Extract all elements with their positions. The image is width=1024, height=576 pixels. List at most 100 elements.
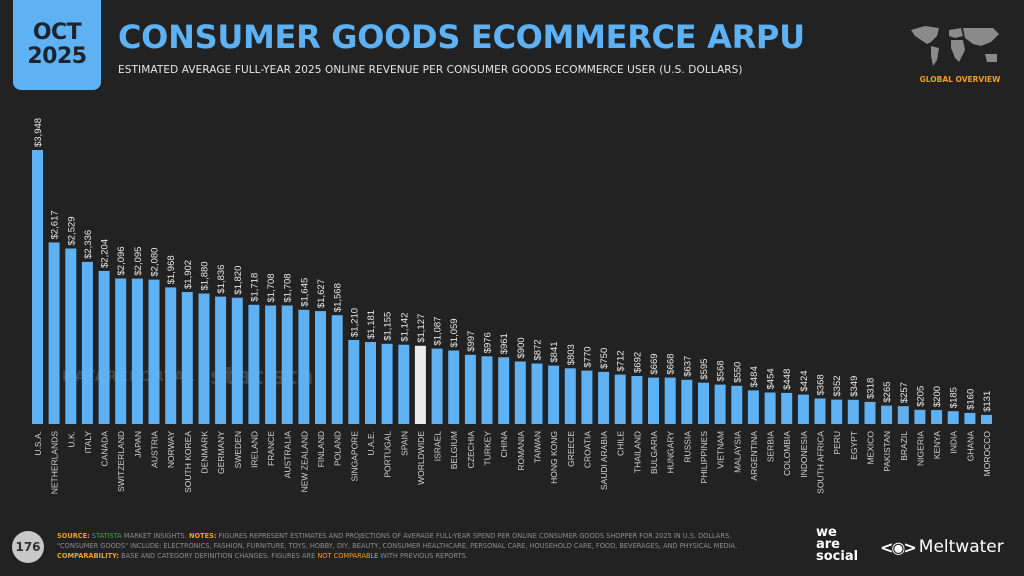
value-label: $349 bbox=[849, 376, 860, 397]
category-label: POLAND bbox=[333, 431, 343, 466]
bar-kenya bbox=[931, 410, 943, 424]
bar-chart: $3,948 U.S.A. $2,617 NETHERLANDS $2,529 U.K. $… bbox=[32, 118, 993, 494]
footer-line-1: SOURCE: STATISTA MARKET INSIGHTS. NOTES:… bbox=[57, 532, 732, 540]
bar-czechia bbox=[464, 354, 476, 424]
category-label: VIETNAM bbox=[716, 431, 726, 469]
value-label: $205 bbox=[915, 386, 926, 407]
category-label: FINLAND bbox=[316, 431, 326, 467]
category-label: ROMANIA bbox=[516, 431, 526, 471]
category-label: ARGENTINA bbox=[749, 431, 759, 481]
bar-switzerland bbox=[115, 278, 127, 424]
category-label: NIGERIA bbox=[915, 431, 925, 466]
bar-nigeria bbox=[914, 409, 926, 424]
category-label: PHILIPPINES bbox=[699, 431, 709, 484]
category-label: AUSTRALIA bbox=[283, 431, 293, 479]
category-label: HONG KONG bbox=[549, 431, 559, 484]
value-label: $712 bbox=[616, 350, 627, 371]
bar-romania bbox=[514, 361, 526, 424]
bar-croatia bbox=[581, 370, 593, 424]
value-label: $424 bbox=[799, 370, 810, 391]
value-label: $568 bbox=[716, 360, 727, 381]
value-label: $1,059 bbox=[449, 318, 460, 347]
value-label: $770 bbox=[582, 346, 593, 367]
bar-philippines bbox=[698, 382, 709, 424]
value-label: $841 bbox=[549, 341, 560, 362]
bar-australia bbox=[281, 305, 293, 424]
bar-u-s-a bbox=[32, 150, 43, 424]
value-label: $1,127 bbox=[416, 314, 427, 343]
category-label: CHINA bbox=[499, 431, 509, 458]
category-label: SERBIA bbox=[766, 431, 776, 463]
value-label: $1,155 bbox=[383, 312, 394, 341]
category-label: WORLDWIDE bbox=[416, 431, 426, 485]
category-label: CHILE bbox=[616, 431, 626, 456]
value-label: $1,645 bbox=[299, 278, 310, 307]
bar-poland bbox=[331, 315, 343, 424]
bar-greece bbox=[564, 368, 576, 424]
category-label: MEXICO bbox=[866, 431, 876, 465]
bar-taiwan bbox=[531, 363, 543, 424]
value-label: $160 bbox=[965, 389, 976, 410]
bar-peru bbox=[831, 399, 843, 424]
category-label: GHANA bbox=[965, 431, 975, 462]
datareportal-watermark: DATAREPORTAL bbox=[62, 369, 196, 385]
bar-vietnam bbox=[714, 384, 726, 424]
value-label: $750 bbox=[599, 348, 610, 369]
bar-india bbox=[947, 411, 959, 424]
category-label: NEW ZEALAND bbox=[299, 431, 309, 492]
bar-malaysia bbox=[731, 385, 743, 424]
category-label: GREECE bbox=[566, 431, 576, 467]
value-label: $669 bbox=[649, 353, 660, 374]
category-label: AUSTRIA bbox=[150, 431, 160, 468]
bar-germany bbox=[215, 296, 227, 424]
bar-hungary bbox=[664, 377, 676, 424]
category-label: PERU bbox=[832, 431, 842, 455]
bar-u-k bbox=[65, 248, 77, 424]
category-label: SWITZERLAND bbox=[116, 431, 126, 492]
bar-chile bbox=[614, 374, 626, 424]
category-label: SAUDI ARABIA bbox=[599, 431, 609, 490]
value-label: $1,210 bbox=[349, 308, 360, 337]
category-label: BELGIUM bbox=[449, 431, 459, 469]
meltwater-eye-icon: <◉> bbox=[880, 537, 917, 557]
category-label: MALAYSIA bbox=[732, 431, 742, 473]
category-label: THAILAND bbox=[632, 431, 642, 473]
category-label: CROATIA bbox=[582, 431, 592, 468]
category-label: TAIWAN bbox=[533, 431, 543, 463]
category-label: ITALY bbox=[83, 431, 93, 454]
we-are-social-logo: we are social bbox=[816, 525, 859, 564]
category-label: HUNGARY bbox=[666, 431, 676, 474]
bar-hong-kong bbox=[548, 365, 560, 424]
category-label: TURKEY bbox=[483, 431, 493, 466]
category-label: U.S.A. bbox=[33, 431, 43, 456]
bar-pakistan bbox=[881, 405, 893, 424]
category-label: SWEDEN bbox=[233, 431, 243, 468]
value-label: $185 bbox=[949, 387, 960, 408]
category-label: GERMANY bbox=[216, 431, 226, 474]
category-label: MOROCCO bbox=[982, 431, 992, 477]
bar-russia bbox=[681, 379, 693, 424]
bar-denmark bbox=[198, 293, 210, 424]
value-label: $352 bbox=[832, 375, 843, 396]
bar-france bbox=[265, 305, 277, 424]
bar-serbia bbox=[764, 392, 776, 424]
bar-turkey bbox=[481, 356, 493, 424]
bar-u-a-e bbox=[365, 342, 376, 424]
category-label: INDIA bbox=[949, 431, 959, 454]
value-label: $961 bbox=[499, 333, 510, 354]
bar-brazil bbox=[897, 406, 909, 424]
date-badge: OCT 2025 bbox=[13, 0, 101, 90]
category-label: COLOMBIA bbox=[782, 431, 792, 476]
bar-egypt bbox=[847, 399, 859, 424]
category-label: NORWAY bbox=[166, 431, 176, 468]
bar-morocco bbox=[981, 414, 992, 424]
value-label: $1,820 bbox=[233, 266, 244, 295]
value-label: $997 bbox=[466, 331, 477, 352]
bar-argentina bbox=[747, 390, 759, 424]
global-overview-label: GLOBAL OVERVIEW bbox=[919, 75, 1001, 84]
category-label: FRANCE bbox=[266, 431, 276, 466]
value-label: $1,087 bbox=[433, 317, 444, 346]
value-label: $484 bbox=[749, 366, 760, 387]
bar-singapore bbox=[348, 340, 360, 424]
meltwater-logo: <◉> Meltwater bbox=[880, 537, 1004, 557]
